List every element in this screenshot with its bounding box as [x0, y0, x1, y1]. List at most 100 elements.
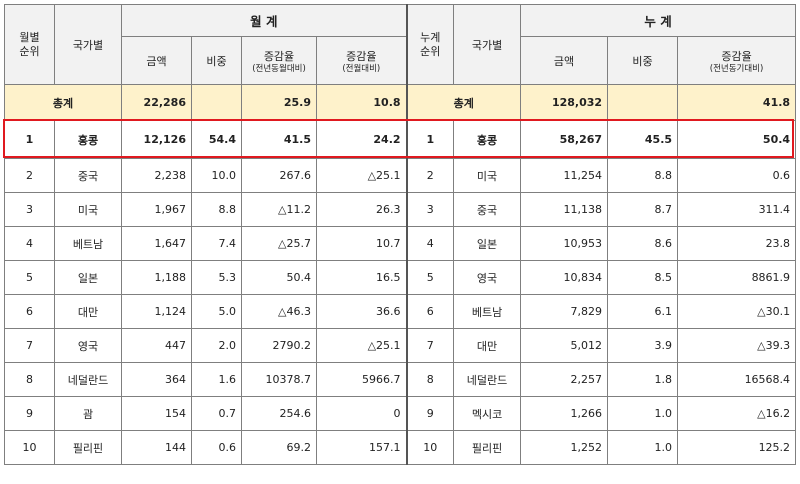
cell-change-yoy: 50.4 [241, 260, 317, 295]
cell-amount: 1,188 [121, 260, 192, 295]
cell-cum-share: 45.5 [607, 120, 679, 159]
cell-amount: 447 [121, 328, 192, 363]
cell-rank: 9 [4, 396, 55, 431]
cell-share: 5.3 [191, 260, 242, 295]
cell-change-mom: 157.1 [315, 430, 408, 465]
header-rank-month: 월별 순위 [4, 4, 55, 85]
cell-change-mom: △25.1 [315, 328, 408, 363]
header-country-cumulative: 국가별 [453, 4, 522, 85]
cell-cum-country: 중국 [453, 192, 522, 227]
cell-change-mom: 16.5 [315, 260, 408, 295]
header-cum-share: 비중 [607, 36, 679, 85]
cell-amount: 1,647 [121, 226, 192, 261]
cell-cum-rank: 3 [406, 192, 455, 227]
cell-cum-change: 50.4 [677, 120, 797, 159]
total-label: 총계 [4, 84, 122, 121]
cell-cum-amount: 2,257 [520, 362, 609, 397]
table-row: 9 괌 154 0.7 254.6 0 9 멕시코 1,266 1.0 △16.2 [4, 396, 797, 431]
cell-amount: 364 [121, 362, 192, 397]
cell-cum-share: 1.0 [607, 396, 679, 431]
total-row: 총계 22,286 25.9 10.8 총계 128,032 41.8 [4, 84, 797, 121]
cell-change-mom: 36.6 [315, 294, 408, 329]
cell-share: 1.6 [191, 362, 242, 397]
table-row: 1 홍콩 12,126 54.4 41.5 24.2 1 홍콩 58,267 45.5 50.4 [4, 120, 797, 159]
total-amount: 22,286 [121, 84, 192, 121]
cell-cum-amount: 1,252 [520, 430, 609, 465]
table-row: 7 영국 447 2.0 2790.2 △25.1 7 대만 5,012 3.9 △39.3 [4, 328, 797, 363]
cell-share: 5.0 [191, 294, 242, 329]
cell-cum-change: 125.2 [677, 430, 797, 465]
cell-cum-amount: 5,012 [520, 328, 609, 363]
cell-cum-amount: 11,138 [520, 192, 609, 227]
header-country: 국가별 [54, 4, 122, 85]
cell-change-yoy: 254.6 [241, 396, 317, 431]
table-row: 3 미국 1,967 8.8 △11.2 26.3 3 중국 11,138 8.7 311.4 [4, 192, 797, 227]
cell-cum-country: 대만 [453, 328, 522, 363]
cell-cum-rank: 7 [406, 328, 455, 363]
cell-cum-rank: 8 [406, 362, 455, 397]
total-cum-share [607, 84, 679, 121]
cell-cum-share: 8.6 [607, 226, 679, 261]
cell-cum-country: 영국 [453, 260, 522, 295]
cell-change-yoy: △46.3 [241, 294, 317, 329]
cell-share: 0.7 [191, 396, 242, 431]
cell-rank: 5 [4, 260, 55, 295]
cell-cum-rank: 10 [406, 430, 455, 465]
cell-cum-amount: 1,266 [520, 396, 609, 431]
total-change-mom: 10.8 [315, 84, 408, 121]
cell-change-mom: 26.3 [315, 192, 408, 227]
cell-cum-share: 1.0 [607, 430, 679, 465]
cell-cum-share: 8.8 [607, 158, 679, 193]
cell-amount: 12,126 [121, 120, 192, 159]
cell-cum-rank: 9 [406, 396, 455, 431]
total-share [191, 84, 242, 121]
table-row: 10 필리핀 144 0.6 69.2 157.1 10 필리핀 1,252 1.0 125.2 [4, 430, 797, 465]
cell-country: 미국 [54, 192, 122, 227]
cell-cum-country: 일본 [453, 226, 522, 261]
cell-cum-country: 필리핀 [453, 430, 522, 465]
header-change-yoy: 증감율 (전년동월대비) [241, 36, 317, 85]
cell-amount: 1,124 [121, 294, 192, 329]
cell-cum-rank: 1 [406, 120, 455, 159]
cell-rank: 8 [4, 362, 55, 397]
cell-change-mom: 10.7 [315, 226, 408, 261]
cell-share: 0.6 [191, 430, 242, 465]
total-cum-amount: 128,032 [520, 84, 609, 121]
cell-country: 영국 [54, 328, 122, 363]
cell-cum-share: 1.8 [607, 362, 679, 397]
table-row: 2 중국 2,238 10.0 267.6 △25.1 2 미국 11,254 8.8 0.6 [4, 158, 797, 193]
cell-cum-rank: 6 [406, 294, 455, 329]
table-row: 5 일본 1,188 5.3 50.4 16.5 5 영국 10,834 8.5 8861.9 [4, 260, 797, 295]
total-cum-label: 총계 [406, 84, 522, 121]
header-cum-change: 증감율 (전년동기대비) [677, 36, 797, 85]
cell-cum-share: 6.1 [607, 294, 679, 329]
cell-cum-change: △16.2 [677, 396, 797, 431]
cell-country: 중국 [54, 158, 122, 193]
cell-cum-share: 8.5 [607, 260, 679, 295]
cell-country: 일본 [54, 260, 122, 295]
cell-cum-country: 네덜란드 [453, 362, 522, 397]
cell-country: 베트남 [54, 226, 122, 261]
cell-change-mom: △25.1 [315, 158, 408, 193]
cell-change-mom: 24.2 [315, 120, 408, 159]
cell-amount: 154 [121, 396, 192, 431]
cell-cum-change: 311.4 [677, 192, 797, 227]
cell-amount: 144 [121, 430, 192, 465]
cell-country: 홍콩 [54, 120, 122, 159]
export-ranking-table: 월별 순위 국가별 월 계 누계 순위 국가별 누 계 금액 비중 증감율 (전년… [4, 4, 797, 465]
cell-cum-amount: 7,829 [520, 294, 609, 329]
table-row: 4 베트남 1,647 7.4 △25.7 10.7 4 일본 10,953 8.6 23.8 [4, 226, 797, 261]
cell-rank: 3 [4, 192, 55, 227]
total-change-yoy: 25.9 [241, 84, 317, 121]
cell-cum-country: 미국 [453, 158, 522, 193]
cell-cum-change: 16568.4 [677, 362, 797, 397]
cell-share: 54.4 [191, 120, 242, 159]
table-row: 8 네덜란드 364 1.6 10378.7 5966.7 8 네덜란드 2,257 1.8 165… [4, 362, 797, 397]
cell-cum-rank: 2 [406, 158, 455, 193]
cell-amount: 2,238 [121, 158, 192, 193]
header-cumulative-group: 누 계 [520, 4, 797, 37]
cell-change-mom: 0 [315, 396, 408, 431]
cell-rank: 7 [4, 328, 55, 363]
cell-cum-amount: 10,834 [520, 260, 609, 295]
total-cum-change: 41.8 [677, 84, 797, 121]
